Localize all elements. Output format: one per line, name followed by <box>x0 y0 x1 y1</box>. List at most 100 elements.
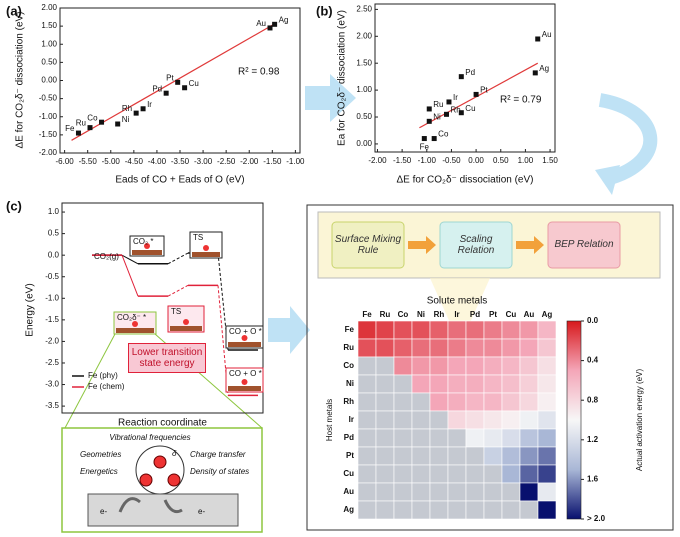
empty-cell <box>357 500 377 520</box>
cell <box>537 410 557 430</box>
point <box>267 25 273 31</box>
cell <box>537 320 557 340</box>
y-tick-label: -2.5 <box>45 358 59 367</box>
empty-cell <box>465 446 485 466</box>
empty-cell <box>483 482 503 502</box>
flow-text: Surface Mixing Rule <box>334 233 402 257</box>
cell <box>465 356 485 376</box>
panel-label: (a) <box>6 3 22 18</box>
empty-cell <box>375 482 395 502</box>
surface <box>132 250 162 255</box>
surface <box>228 342 261 347</box>
x-tick-label: -2.00 <box>368 156 387 165</box>
cell <box>519 446 539 466</box>
atom <box>153 455 167 469</box>
point-label: Ag <box>539 64 549 73</box>
point-label: Pt <box>166 73 174 82</box>
point <box>532 70 538 76</box>
empty-cell <box>411 500 431 520</box>
empty-cell <box>465 464 485 484</box>
empty-cell <box>357 446 377 466</box>
cell <box>411 374 431 394</box>
row-label: Co <box>343 361 354 370</box>
cell <box>519 482 539 502</box>
row-label: Pt <box>346 451 354 460</box>
point <box>426 118 432 124</box>
row-label: Fe <box>345 325 355 334</box>
y-tick-label: -1.00 <box>39 112 58 121</box>
point <box>140 106 146 112</box>
empty-cell <box>411 446 431 466</box>
colorbar-tick-label: 1.2 <box>587 435 599 444</box>
empty-cell <box>393 410 413 430</box>
y-tick-label: 1.0 <box>48 207 60 216</box>
empty-cell <box>411 410 431 430</box>
cell <box>411 338 431 358</box>
annotation: TS <box>193 233 203 242</box>
atom <box>241 379 248 385</box>
empty-cell <box>429 446 449 466</box>
atom <box>144 243 150 249</box>
inset-label: Vibrational frequencies <box>109 433 190 442</box>
x-tick-label: -1.00 <box>286 157 305 166</box>
y-tick-label: 2.50 <box>356 4 372 13</box>
x-tick-label: -1.50 <box>393 156 412 165</box>
empty-cell <box>357 464 377 484</box>
column-label: Cu <box>506 310 517 319</box>
atom <box>203 245 209 251</box>
point <box>182 85 188 91</box>
y-tick-label: 0.0 <box>48 250 60 259</box>
empty-cell <box>357 356 377 376</box>
annotation: CO₂ * <box>133 237 153 246</box>
x-tick-label: -6.00 <box>55 157 74 166</box>
cell <box>429 356 449 376</box>
x-axis-label: Solute metals <box>427 296 488 307</box>
x-axis-label: Reaction coordinate <box>118 418 207 429</box>
empty-cell <box>447 500 467 520</box>
surface <box>192 252 220 257</box>
panel-label: (b) <box>316 3 333 18</box>
cell <box>465 410 485 430</box>
y-tick-label: 2.00 <box>356 31 372 40</box>
empty-cell <box>447 464 467 484</box>
arrow <box>163 499 183 514</box>
flow-box <box>331 221 405 269</box>
cell <box>501 356 521 376</box>
point-label: Ni <box>122 115 130 124</box>
panel-frame <box>306 204 674 531</box>
colorbar-tick-label: > 2.0 <box>587 514 606 523</box>
cell <box>483 428 503 448</box>
legend-label: Fe (phy) <box>88 371 118 380</box>
cell <box>537 500 557 520</box>
y-tick-label: 1.00 <box>356 85 372 94</box>
y-axis-label: Host metals <box>325 399 334 441</box>
arrow <box>305 74 356 122</box>
column-label: Pt <box>489 310 497 319</box>
empty-cell <box>393 446 413 466</box>
surface <box>87 493 239 527</box>
flow-box <box>439 221 513 269</box>
cell <box>375 338 395 358</box>
point-label: Au <box>542 30 552 39</box>
y-tick-label: -0.5 <box>45 272 59 281</box>
arrow <box>595 165 620 195</box>
cell <box>465 338 485 358</box>
point <box>115 121 121 127</box>
x-axis-label: Eads of CO + Eads of O (eV) <box>115 175 244 186</box>
x-tick-label: -3.50 <box>171 157 190 166</box>
inset-label: e- <box>100 507 107 516</box>
row-label: Rh <box>343 397 354 406</box>
colorbar <box>566 320 582 520</box>
empty-cell <box>375 374 395 394</box>
x-tick-label: 1.00 <box>518 156 534 165</box>
y-axis-label: Energy (eV) <box>25 283 36 336</box>
point-label: Cu <box>189 79 199 88</box>
column-label: Pd <box>470 310 480 319</box>
annotation: CO + O * <box>229 327 262 336</box>
empty-cell <box>429 410 449 430</box>
y-tick-label: -2.0 <box>45 337 59 346</box>
empty-cell <box>483 500 503 520</box>
point-label: Rh <box>451 105 461 114</box>
